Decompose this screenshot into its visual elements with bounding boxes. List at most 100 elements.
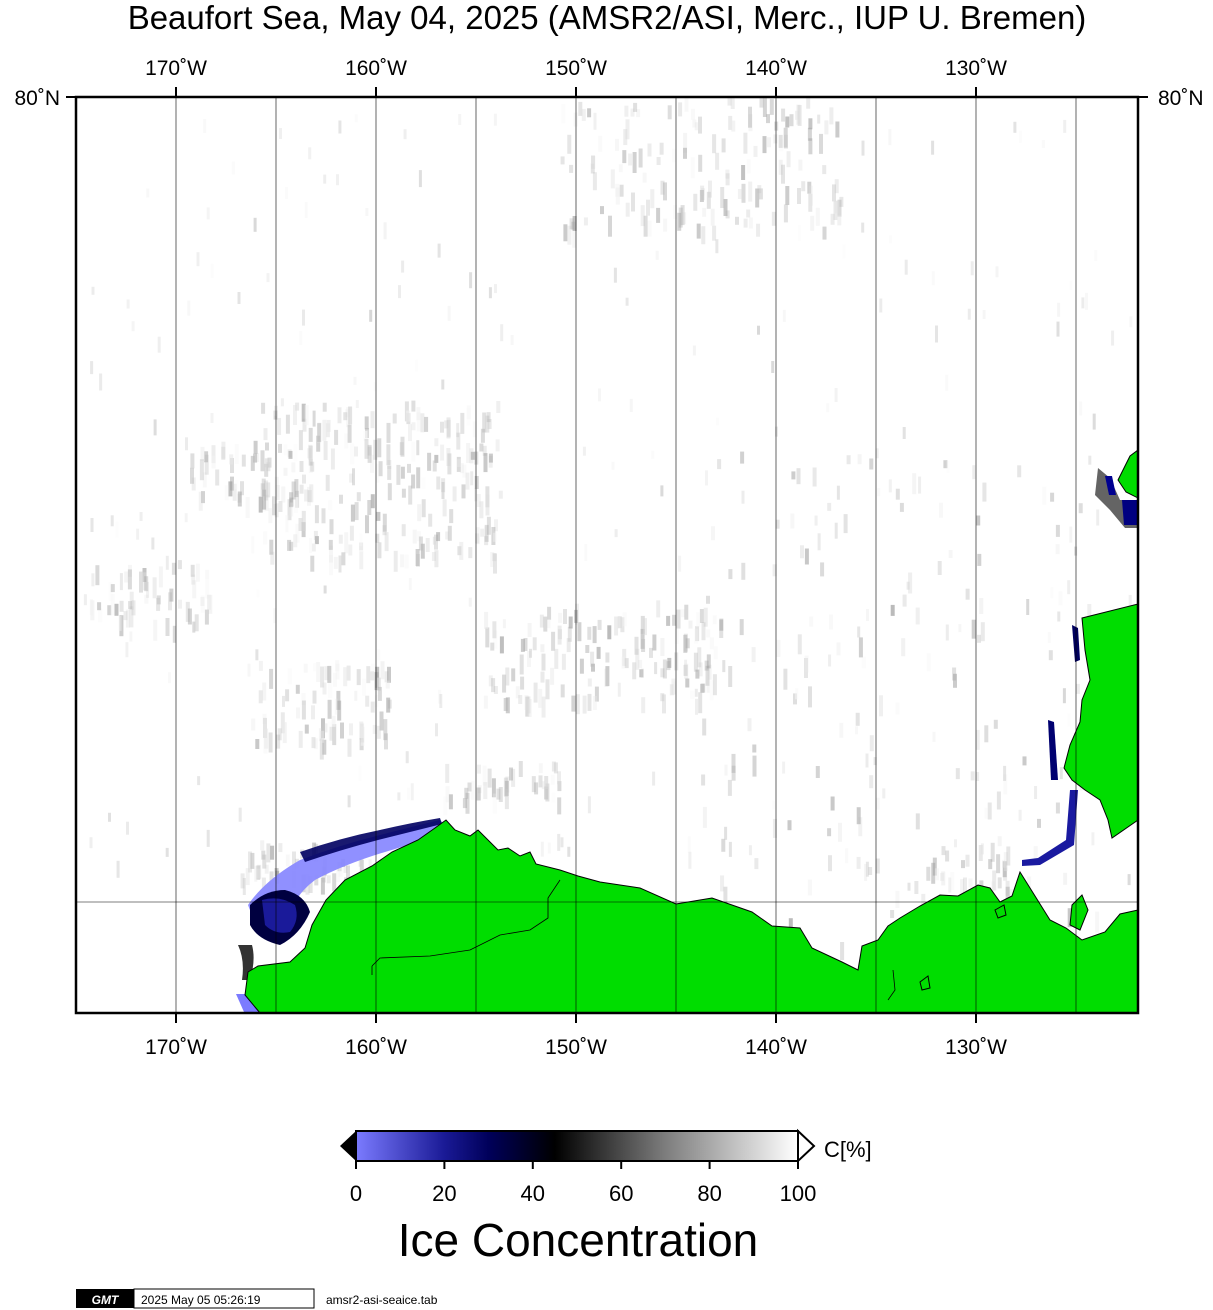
ice-speckle (815, 766, 820, 778)
ice-speckle (457, 546, 462, 556)
ice-speckle (354, 446, 358, 457)
ice-speckle (982, 482, 987, 502)
ice-speckle (480, 528, 485, 537)
ice-speckle (717, 459, 722, 470)
ice-speckle (272, 496, 276, 516)
ice-speckle (245, 497, 250, 518)
ice-speckle (866, 609, 869, 621)
ice-speckle (640, 205, 645, 227)
island-1 (1069, 894, 1089, 931)
ice-speckle (772, 564, 777, 577)
ice-speckle (153, 619, 158, 641)
ice-speckle (459, 541, 464, 560)
ice-speckle (495, 439, 500, 452)
ice-speckle (582, 446, 586, 456)
ice-speckle (695, 669, 700, 679)
ice-speckle (840, 942, 845, 960)
ice-speckle (335, 660, 340, 672)
ice-speckle (439, 694, 443, 708)
ice-speckle (776, 639, 781, 657)
ice-speckle (597, 619, 602, 630)
ice-speckle (741, 490, 745, 504)
ice-speckle (90, 361, 94, 375)
ice-speckle (397, 792, 401, 801)
ice-speckle (293, 534, 298, 548)
ice-speckle (268, 508, 273, 524)
ice-speckle (263, 531, 268, 545)
ice-speckle (753, 145, 758, 157)
ice-speckle (434, 534, 438, 550)
ice-speckle (196, 252, 200, 267)
ice-speckle (416, 440, 420, 456)
ice-speckle (411, 422, 416, 431)
ice-speckle (779, 139, 784, 152)
ice-speckle (440, 421, 444, 433)
ice-speckle (126, 299, 130, 309)
ice-speckle (656, 157, 661, 165)
ice-speckle (583, 217, 588, 226)
ice-speckles (83, 97, 1133, 969)
ice-speckle (322, 682, 327, 695)
ice-speckle (131, 600, 136, 616)
ice-speckle (459, 463, 464, 474)
ice-speckle (301, 403, 306, 422)
ice-speckle (470, 780, 475, 800)
ice-speckle (198, 491, 203, 511)
ice-speckle (230, 458, 234, 473)
ice-speckle (312, 410, 316, 427)
ice-speckle (444, 420, 449, 429)
ice-band-canada (1022, 468, 1138, 866)
ticks-bottom: 170˚W 160˚W 150˚W 140˚W 130˚W (145, 1013, 1007, 1059)
ice-speckle (400, 466, 405, 479)
ice-speckle (401, 260, 405, 273)
ice-speckle (997, 877, 1002, 889)
ice-speckle (709, 680, 714, 701)
colorbar-under-triangle (340, 1131, 356, 1161)
ice-speckle (672, 148, 677, 163)
ice-speckle (462, 798, 467, 809)
ice-speckle (940, 872, 945, 881)
ice-speckle (417, 531, 421, 542)
ice-speckle (617, 682, 621, 697)
ice-speckle (360, 726, 365, 746)
ice-speckle (491, 678, 496, 693)
ice-speckle (203, 119, 207, 133)
ice-speckle (800, 545, 804, 559)
ice-speckle (1022, 756, 1027, 766)
ice-speckle (125, 642, 129, 658)
ice-speckle (1067, 713, 1071, 727)
ice-speckle (323, 723, 328, 733)
ice-speckle (328, 500, 333, 511)
ice-speckle (488, 453, 493, 463)
ice-speckle (474, 488, 478, 502)
ice-speckle (906, 581, 910, 590)
ice-speckle (1074, 546, 1078, 556)
ice-speckle (640, 668, 644, 678)
ice-speckle (706, 191, 711, 209)
ice-speckle (834, 388, 838, 402)
ice-speckle (338, 555, 342, 573)
ice-speckle (280, 398, 284, 407)
ice-speckle (289, 492, 294, 508)
ice-speckle (660, 180, 665, 195)
ice-speckle (819, 133, 823, 154)
ice-speckle (557, 797, 562, 815)
ice-speckle (835, 121, 840, 138)
ice-speckle (488, 287, 492, 299)
ice-speckle (545, 679, 550, 700)
ice-speckle (190, 564, 195, 577)
ice-speckle (551, 761, 556, 772)
ice-speckle (877, 488, 881, 497)
ice-speckle (882, 788, 886, 799)
colorbar-tick-label: 100 (780, 1181, 817, 1206)
ice-speckle (123, 611, 128, 621)
ice-speckle (902, 594, 907, 607)
ice-speckle (939, 502, 943, 518)
ice-speckle (660, 638, 665, 656)
ice-speckle (404, 554, 409, 569)
ice-speckle (304, 202, 308, 218)
ice-speckle (856, 807, 861, 825)
ice-speckle (304, 489, 309, 502)
ice-speckle (646, 199, 650, 216)
ice-speckle (206, 207, 210, 220)
